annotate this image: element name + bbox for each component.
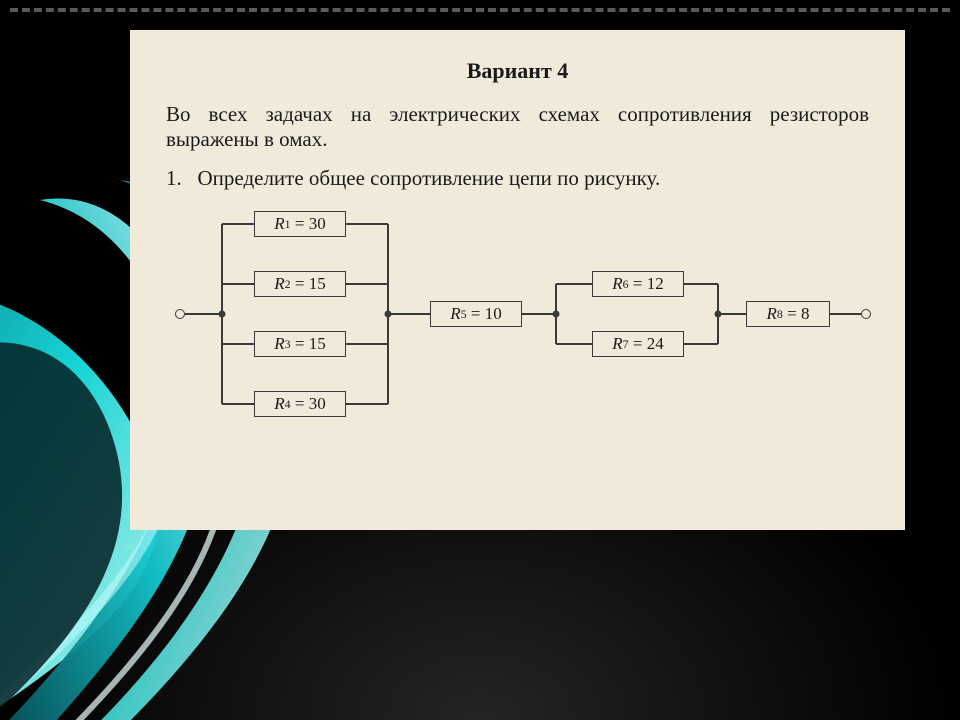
wire-h-0 (185, 313, 222, 315)
resistor-r3: R3 = 15 (254, 331, 346, 357)
wire-h-9 (388, 313, 430, 315)
terminal-1 (861, 309, 871, 319)
slide-stage: Вариант 4 Во всех задачах на электрическ… (0, 0, 960, 720)
top-dashed-rule (10, 8, 950, 12)
node-2 (553, 311, 560, 318)
wire-h-15 (718, 313, 746, 315)
question-1: 1. Определите общее сопротивление цепи п… (166, 166, 869, 191)
wire-h-5 (222, 343, 254, 345)
resistor-r1: R1 = 30 (254, 211, 346, 237)
resistor-r7: R7 = 24 (592, 331, 684, 357)
wire-h-2 (346, 223, 388, 225)
terminal-0 (175, 309, 185, 319)
wire-h-16 (830, 313, 861, 315)
wire-h-13 (556, 343, 592, 345)
wire-h-8 (346, 403, 388, 405)
resistor-r4: R4 = 30 (254, 391, 346, 417)
node-1 (385, 311, 392, 318)
question-1-number: 1. (166, 166, 182, 190)
circuit-diagram: R1 = 30 R2 = 15 R3 = 15 R4 = 30 R5 = 10 R6 = … (172, 201, 872, 461)
question-1-text: Определите общее сопротивление цепи по р… (198, 166, 661, 190)
node-3 (715, 311, 722, 318)
wire-h-12 (684, 283, 718, 285)
scanned-paper: Вариант 4 Во всех задачах на электрическ… (130, 30, 905, 530)
resistor-r5: R5 = 10 (430, 301, 522, 327)
wire-h-7 (222, 403, 254, 405)
resistor-r6: R6 = 12 (592, 271, 684, 297)
wire-h-11 (556, 283, 592, 285)
wire-h-10 (522, 313, 556, 315)
wire-h-4 (346, 283, 388, 285)
wire-h-1 (222, 223, 254, 225)
variant-title: Вариант 4 (166, 58, 869, 84)
wire-h-6 (346, 343, 388, 345)
resistor-r8: R8 = 8 (746, 301, 830, 327)
wire-h-3 (222, 283, 254, 285)
node-0 (219, 311, 226, 318)
resistor-r2: R2 = 15 (254, 271, 346, 297)
wire-h-14 (684, 343, 718, 345)
intro-text: Во всех задачах на электрических схемах … (166, 102, 869, 152)
